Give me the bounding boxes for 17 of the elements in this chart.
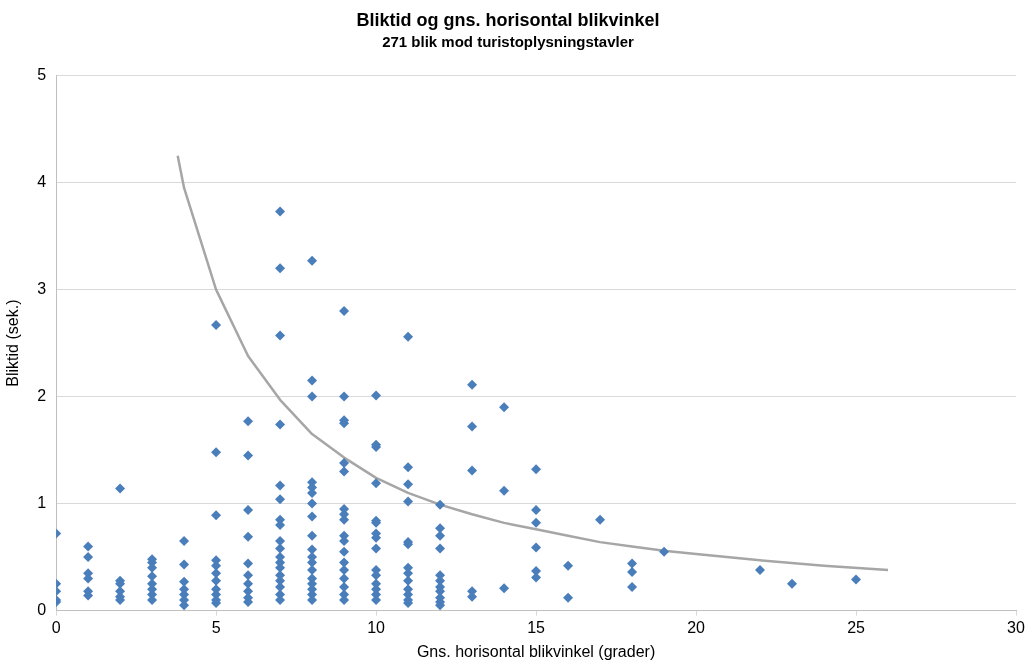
x-tick-label: 30 [1007, 618, 1025, 636]
y-tick-label: 3 [37, 280, 47, 298]
y-tick-label: 1 [37, 494, 47, 512]
x-tick-label: 25 [847, 618, 866, 636]
chart-subtitle: 271 blik mod turistoplysningstavler [382, 32, 635, 50]
x-tick-label: 15 [527, 618, 546, 636]
y-tick-label: 2 [37, 387, 47, 405]
y-tick-label: 0 [37, 601, 47, 619]
y-tick-label: 5 [37, 66, 47, 84]
x-axis-title: Gns. horisontal blikvinkel (grader) [416, 642, 656, 660]
x-tick-label: 0 [51, 618, 61, 636]
x-tick-label: 5 [211, 618, 221, 636]
x-tick-label: 10 [367, 618, 386, 636]
y-tick-label: 4 [37, 173, 47, 191]
y-axis-title: Bliktid (sek.) [4, 299, 22, 387]
chart-title: Bliktid og gns. horisontal blikvinkel [356, 9, 660, 30]
x-tick-label: 20 [687, 618, 706, 636]
